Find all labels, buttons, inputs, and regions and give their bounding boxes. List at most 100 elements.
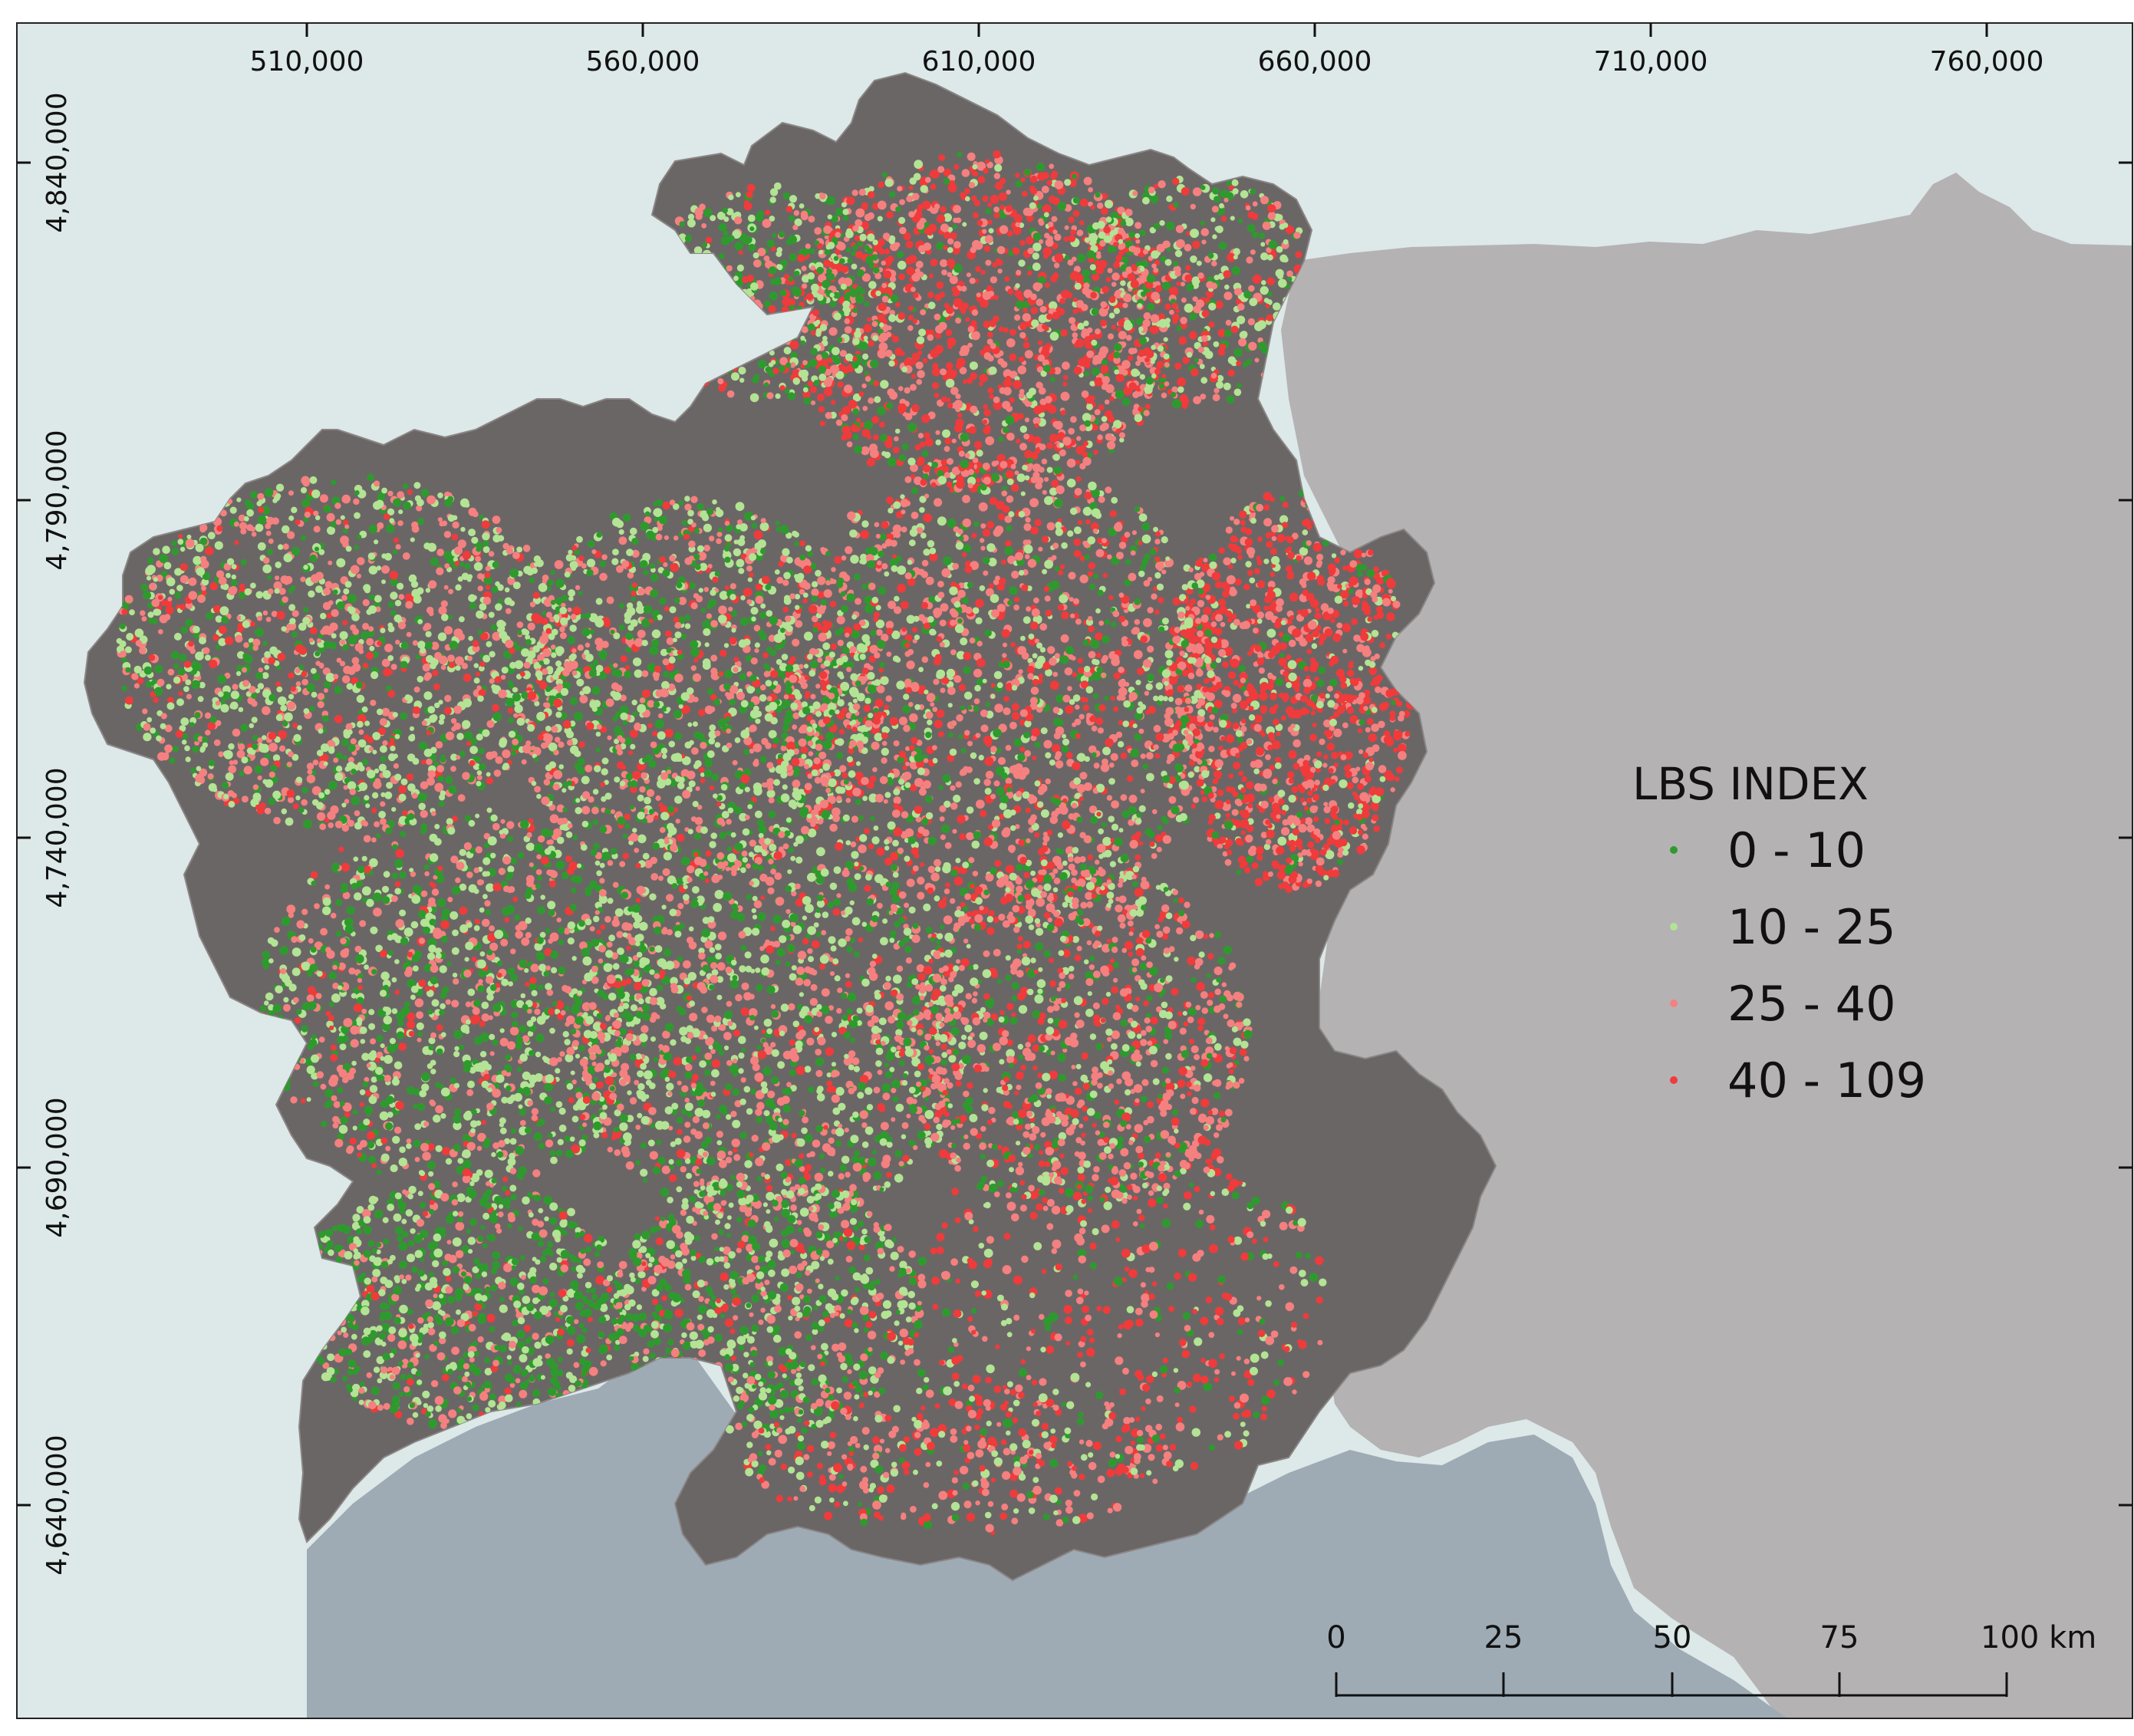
lbs-point xyxy=(753,259,762,268)
lbs-point xyxy=(1353,549,1363,559)
lbs-point xyxy=(1288,795,1296,803)
lbs-point xyxy=(1089,264,1096,271)
lbs-point xyxy=(1268,604,1276,611)
lbs-point xyxy=(1288,749,1297,759)
lbs-point xyxy=(1098,704,1106,712)
lbs-point xyxy=(917,203,924,210)
lbs-point xyxy=(853,623,861,631)
lbs-point xyxy=(1241,776,1247,782)
lbs-point xyxy=(937,516,947,526)
lbs-point xyxy=(1095,652,1102,658)
lbs-point xyxy=(877,406,886,416)
lbs-point xyxy=(1342,722,1349,729)
lbs-point xyxy=(1052,671,1059,677)
lbs-point xyxy=(1385,689,1395,698)
lbs-point xyxy=(1237,303,1245,311)
lbs-point xyxy=(788,235,797,245)
lbs-point xyxy=(1223,843,1230,850)
lbs-point xyxy=(1115,390,1125,400)
lbs-point xyxy=(960,344,970,354)
lbs-point xyxy=(1271,525,1279,533)
lbs-point xyxy=(973,668,983,678)
lbs-point xyxy=(971,309,979,316)
lbs-point xyxy=(1171,399,1181,409)
lbs-point xyxy=(897,565,907,575)
lbs-point xyxy=(1055,760,1064,769)
lbs-point xyxy=(1286,270,1293,278)
lbs-point xyxy=(1220,621,1226,628)
lbs-point xyxy=(1228,564,1233,569)
lbs-point xyxy=(1049,163,1055,170)
lbs-point xyxy=(1251,212,1259,220)
lbs-point xyxy=(979,585,986,591)
lbs-point xyxy=(1204,629,1212,637)
lbs-point xyxy=(1189,312,1197,321)
lbs-point xyxy=(734,216,743,225)
lbs-point xyxy=(1184,398,1190,404)
lbs-point xyxy=(947,703,953,708)
lbs-point xyxy=(867,317,872,322)
lbs-point xyxy=(1375,686,1382,693)
lbs-point xyxy=(857,269,864,277)
lbs-point xyxy=(1279,254,1288,262)
lbs-point xyxy=(919,507,925,513)
lbs-point xyxy=(1270,496,1275,502)
lbs-point xyxy=(962,495,970,503)
lbs-point xyxy=(870,630,877,637)
lbs-point xyxy=(1250,761,1257,768)
lbs-point xyxy=(906,266,915,276)
lbs-point xyxy=(1256,559,1263,565)
lbs-point xyxy=(1246,604,1251,609)
lbs-point xyxy=(1072,332,1079,338)
lbs-point xyxy=(1036,298,1044,307)
lbs-point xyxy=(1161,669,1171,678)
lbs-point xyxy=(1111,823,1119,831)
lbs-point xyxy=(930,183,937,190)
lbs-point xyxy=(1128,348,1135,355)
lbs-point xyxy=(703,208,713,218)
lbs-point xyxy=(859,834,868,842)
lbs-point xyxy=(1166,247,1171,252)
lbs-point xyxy=(766,239,776,248)
lbs-point xyxy=(930,702,935,707)
lbs-point xyxy=(1325,693,1330,699)
lbs-point xyxy=(880,380,889,389)
lbs-point xyxy=(846,196,855,206)
lbs-point xyxy=(1143,249,1148,255)
lbs-point xyxy=(999,802,1007,810)
lbs-point xyxy=(1195,618,1202,624)
lbs-point xyxy=(838,258,845,265)
lbs-point xyxy=(1006,478,1014,486)
lbs-point xyxy=(983,570,989,576)
lbs-point xyxy=(798,370,807,378)
lbs-point xyxy=(1138,841,1144,846)
lbs-point xyxy=(1014,597,1019,603)
lbs-point xyxy=(1373,825,1380,832)
lbs-point xyxy=(1161,392,1167,399)
lbs-point xyxy=(1212,234,1217,239)
lbs-point xyxy=(1348,663,1354,669)
lbs-point xyxy=(1102,538,1107,544)
lbs-point xyxy=(1292,828,1299,836)
lbs-point xyxy=(897,312,906,320)
lbs-point xyxy=(1098,620,1105,626)
lbs-point xyxy=(718,222,727,232)
lbs-point xyxy=(1064,255,1070,260)
lbs-point xyxy=(1312,542,1322,552)
lbs-point xyxy=(914,805,923,814)
lbs-point xyxy=(1243,290,1252,299)
lbs-point xyxy=(1357,572,1363,577)
lbs-point xyxy=(1118,239,1124,244)
lbs-point xyxy=(773,277,782,286)
lbs-point xyxy=(1053,717,1062,726)
lbs-point xyxy=(1025,517,1031,523)
lbs-point xyxy=(1358,666,1364,671)
lbs-point xyxy=(822,335,828,341)
lbs-point xyxy=(976,292,981,298)
lbs-point xyxy=(934,294,942,301)
lbs-point xyxy=(999,225,1009,234)
lbs-point xyxy=(1237,383,1242,389)
lbs-point xyxy=(940,206,947,213)
lbs-point xyxy=(1190,803,1197,809)
lbs-point xyxy=(1276,846,1285,855)
